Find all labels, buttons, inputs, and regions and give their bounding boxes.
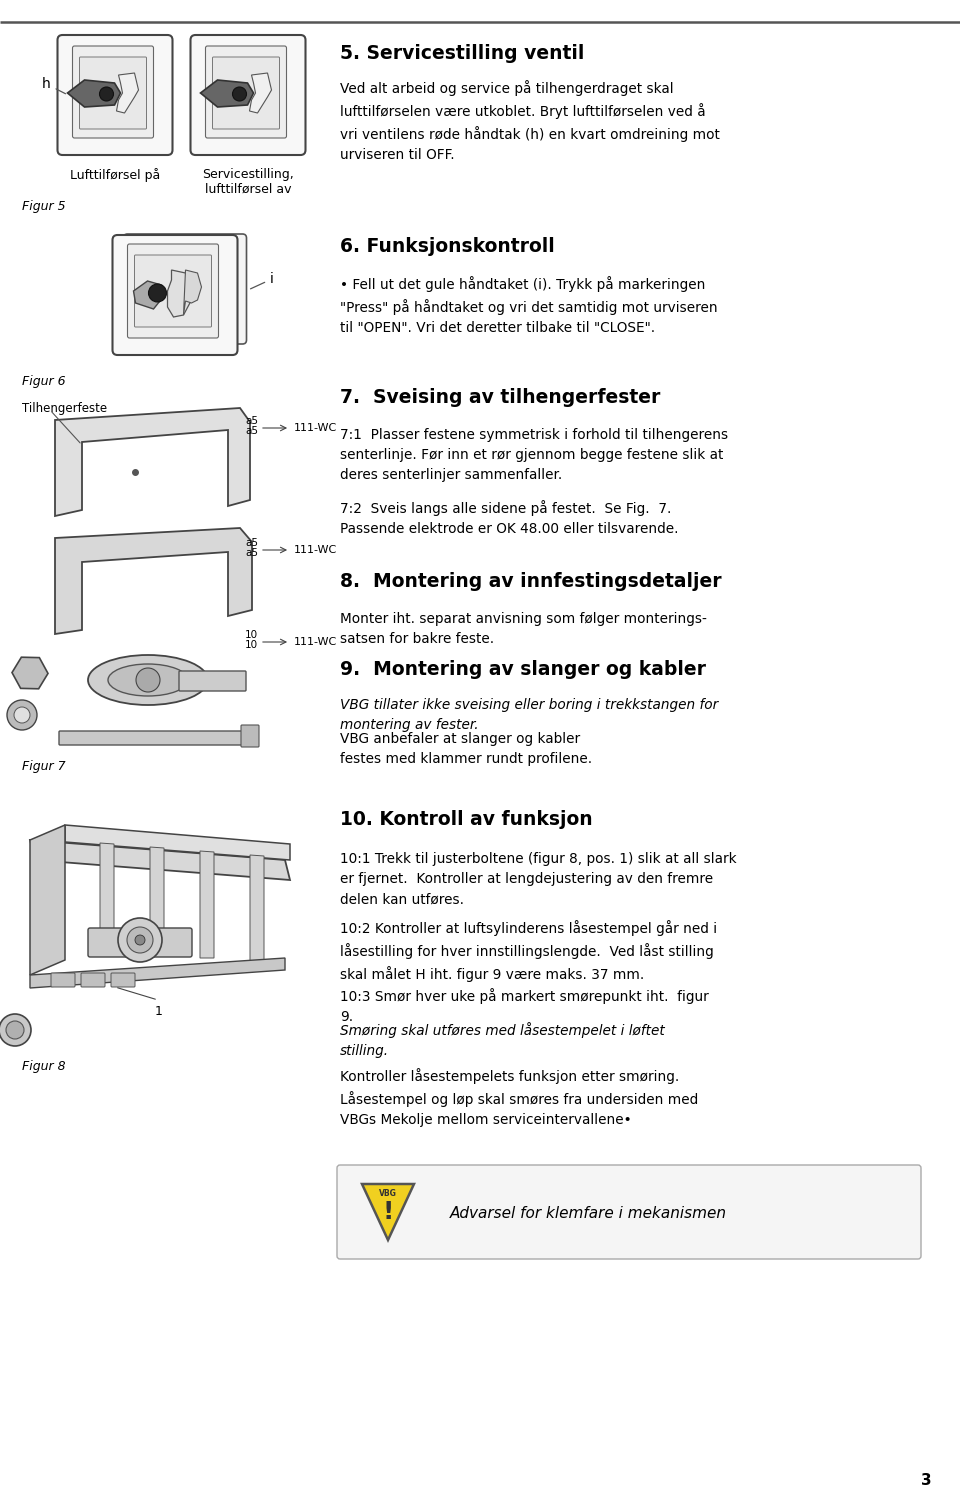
Polygon shape [250, 72, 272, 113]
Text: 5. Servicestilling ventil: 5. Servicestilling ventil [340, 44, 585, 63]
Text: 9.  Montering av slanger og kabler: 9. Montering av slanger og kabler [340, 660, 706, 680]
FancyBboxPatch shape [59, 731, 246, 744]
Polygon shape [30, 840, 290, 880]
Text: a5
a5: a5 a5 [245, 538, 258, 559]
Circle shape [14, 707, 30, 723]
FancyBboxPatch shape [200, 39, 304, 146]
Circle shape [0, 1015, 31, 1046]
Circle shape [118, 918, 162, 962]
Text: Figur 6: Figur 6 [22, 374, 65, 388]
Text: 1: 1 [155, 1006, 163, 1018]
FancyBboxPatch shape [51, 972, 75, 988]
Polygon shape [30, 824, 65, 975]
Circle shape [7, 701, 37, 729]
Circle shape [149, 284, 166, 302]
Text: 10:3 Smør hver uke på markert smørepunkt iht.  figur
9.: 10:3 Smør hver uke på markert smørepunkt… [340, 988, 708, 1024]
FancyBboxPatch shape [179, 670, 246, 692]
Text: 7:2  Sveis langs alle sidene på festet.  Se Fig.  7.
Passende elektrode er OK 48: 7:2 Sveis langs alle sidene på festet. S… [340, 500, 679, 536]
FancyBboxPatch shape [58, 35, 173, 156]
Text: 111-WC: 111-WC [294, 545, 337, 556]
FancyBboxPatch shape [212, 57, 279, 128]
Polygon shape [200, 852, 214, 957]
FancyBboxPatch shape [81, 972, 105, 988]
FancyBboxPatch shape [111, 972, 135, 988]
Text: !: ! [382, 1200, 394, 1225]
Text: 8.  Montering av innfestingsdetaljer: 8. Montering av innfestingsdetaljer [340, 572, 722, 590]
Text: VBG: VBG [379, 1190, 396, 1199]
Text: VBG anbefaler at slanger og kabler
festes med klammer rundt profilene.: VBG anbefaler at slanger og kabler feste… [340, 732, 592, 766]
FancyBboxPatch shape [66, 39, 172, 146]
Text: 111-WC: 111-WC [294, 423, 337, 433]
Polygon shape [55, 408, 250, 516]
Polygon shape [201, 80, 253, 107]
Text: Ved alt arbeid og service på tilhengerdraget skal
lufttilførselen være utkoblet.: Ved alt arbeid og service på tilhengerdr… [340, 80, 720, 162]
Polygon shape [250, 855, 264, 962]
FancyBboxPatch shape [73, 45, 154, 137]
FancyBboxPatch shape [134, 255, 211, 328]
FancyBboxPatch shape [205, 45, 286, 137]
Text: i: i [251, 272, 274, 288]
Text: 7:1  Plasser festene symmetrisk i forhold til tilhengerens
senterlinje. Før inn : 7:1 Plasser festene symmetrisk i forhold… [340, 427, 728, 482]
Text: Figur 8: Figur 8 [22, 1060, 65, 1074]
FancyBboxPatch shape [124, 234, 247, 344]
Circle shape [135, 935, 145, 945]
Ellipse shape [88, 655, 208, 705]
Circle shape [136, 667, 160, 692]
Polygon shape [167, 270, 191, 317]
Circle shape [232, 88, 247, 101]
Text: Servicestilling,
lufttilførsel av: Servicestilling, lufttilførsel av [203, 168, 294, 196]
FancyBboxPatch shape [241, 725, 259, 747]
Polygon shape [67, 80, 121, 107]
Text: 7.  Sveising av tilhengerfester: 7. Sveising av tilhengerfester [340, 388, 660, 408]
Text: 3: 3 [922, 1472, 932, 1487]
FancyBboxPatch shape [337, 1166, 921, 1259]
FancyBboxPatch shape [190, 35, 305, 156]
Text: 10. Kontroll av funksjon: 10. Kontroll av funksjon [340, 809, 592, 829]
Polygon shape [30, 957, 285, 988]
Text: h: h [42, 77, 65, 94]
Text: 6. Funksjonskontroll: 6. Funksjonskontroll [340, 237, 555, 257]
Polygon shape [150, 847, 164, 954]
Circle shape [6, 1021, 24, 1039]
Text: Monter iht. separat anvisning som følger monterings-
satsen for bakre feste.: Monter iht. separat anvisning som følger… [340, 612, 707, 646]
Polygon shape [362, 1184, 414, 1240]
Polygon shape [133, 281, 161, 310]
Circle shape [100, 88, 113, 101]
Circle shape [127, 927, 153, 953]
FancyBboxPatch shape [80, 57, 147, 128]
Text: Lufttilførsel på: Lufttilførsel på [70, 168, 160, 183]
Polygon shape [65, 824, 290, 861]
Polygon shape [183, 270, 202, 316]
Text: 111-WC: 111-WC [294, 637, 337, 646]
Ellipse shape [108, 664, 188, 696]
Text: Figur 7: Figur 7 [22, 760, 65, 773]
Text: VBG tillater ikke sveising eller boring i trekkstangen for
montering av fester.: VBG tillater ikke sveising eller boring … [340, 698, 718, 732]
Text: a5
a5: a5 a5 [245, 415, 258, 436]
Polygon shape [55, 528, 252, 634]
Polygon shape [116, 72, 138, 113]
FancyBboxPatch shape [128, 245, 219, 338]
Text: 10
10: 10 10 [245, 630, 258, 651]
Polygon shape [100, 843, 114, 950]
Text: • Fell ut det gule håndtaket (i). Trykk på markeringen
"Press" på håndtaket og v: • Fell ut det gule håndtaket (i). Trykk … [340, 276, 718, 335]
Text: Kontroller låsestempelets funksjon etter smøring.
Låsestempel og løp skal smøres: Kontroller låsestempelets funksjon etter… [340, 1068, 698, 1126]
Text: Figur 5: Figur 5 [22, 199, 65, 213]
FancyBboxPatch shape [112, 236, 237, 355]
Text: Tilhengerfeste: Tilhengerfeste [22, 402, 108, 415]
FancyBboxPatch shape [88, 929, 192, 957]
Text: 10:1 Trekk til justerboltene (figur 8, pos. 1) slik at all slark
er fjernet.  Ko: 10:1 Trekk til justerboltene (figur 8, p… [340, 852, 736, 906]
Text: Smøring skal utføres med låsestempelet i løftet
stilling.: Smøring skal utføres med låsestempelet i… [340, 1022, 664, 1059]
Text: Advarsel for klemfare i mekanismen: Advarsel for klemfare i mekanismen [450, 1206, 727, 1222]
Text: 10:2 Kontroller at luftsylinderens låsestempel går ned i
låsestilling for hver i: 10:2 Kontroller at luftsylinderens låses… [340, 920, 717, 982]
